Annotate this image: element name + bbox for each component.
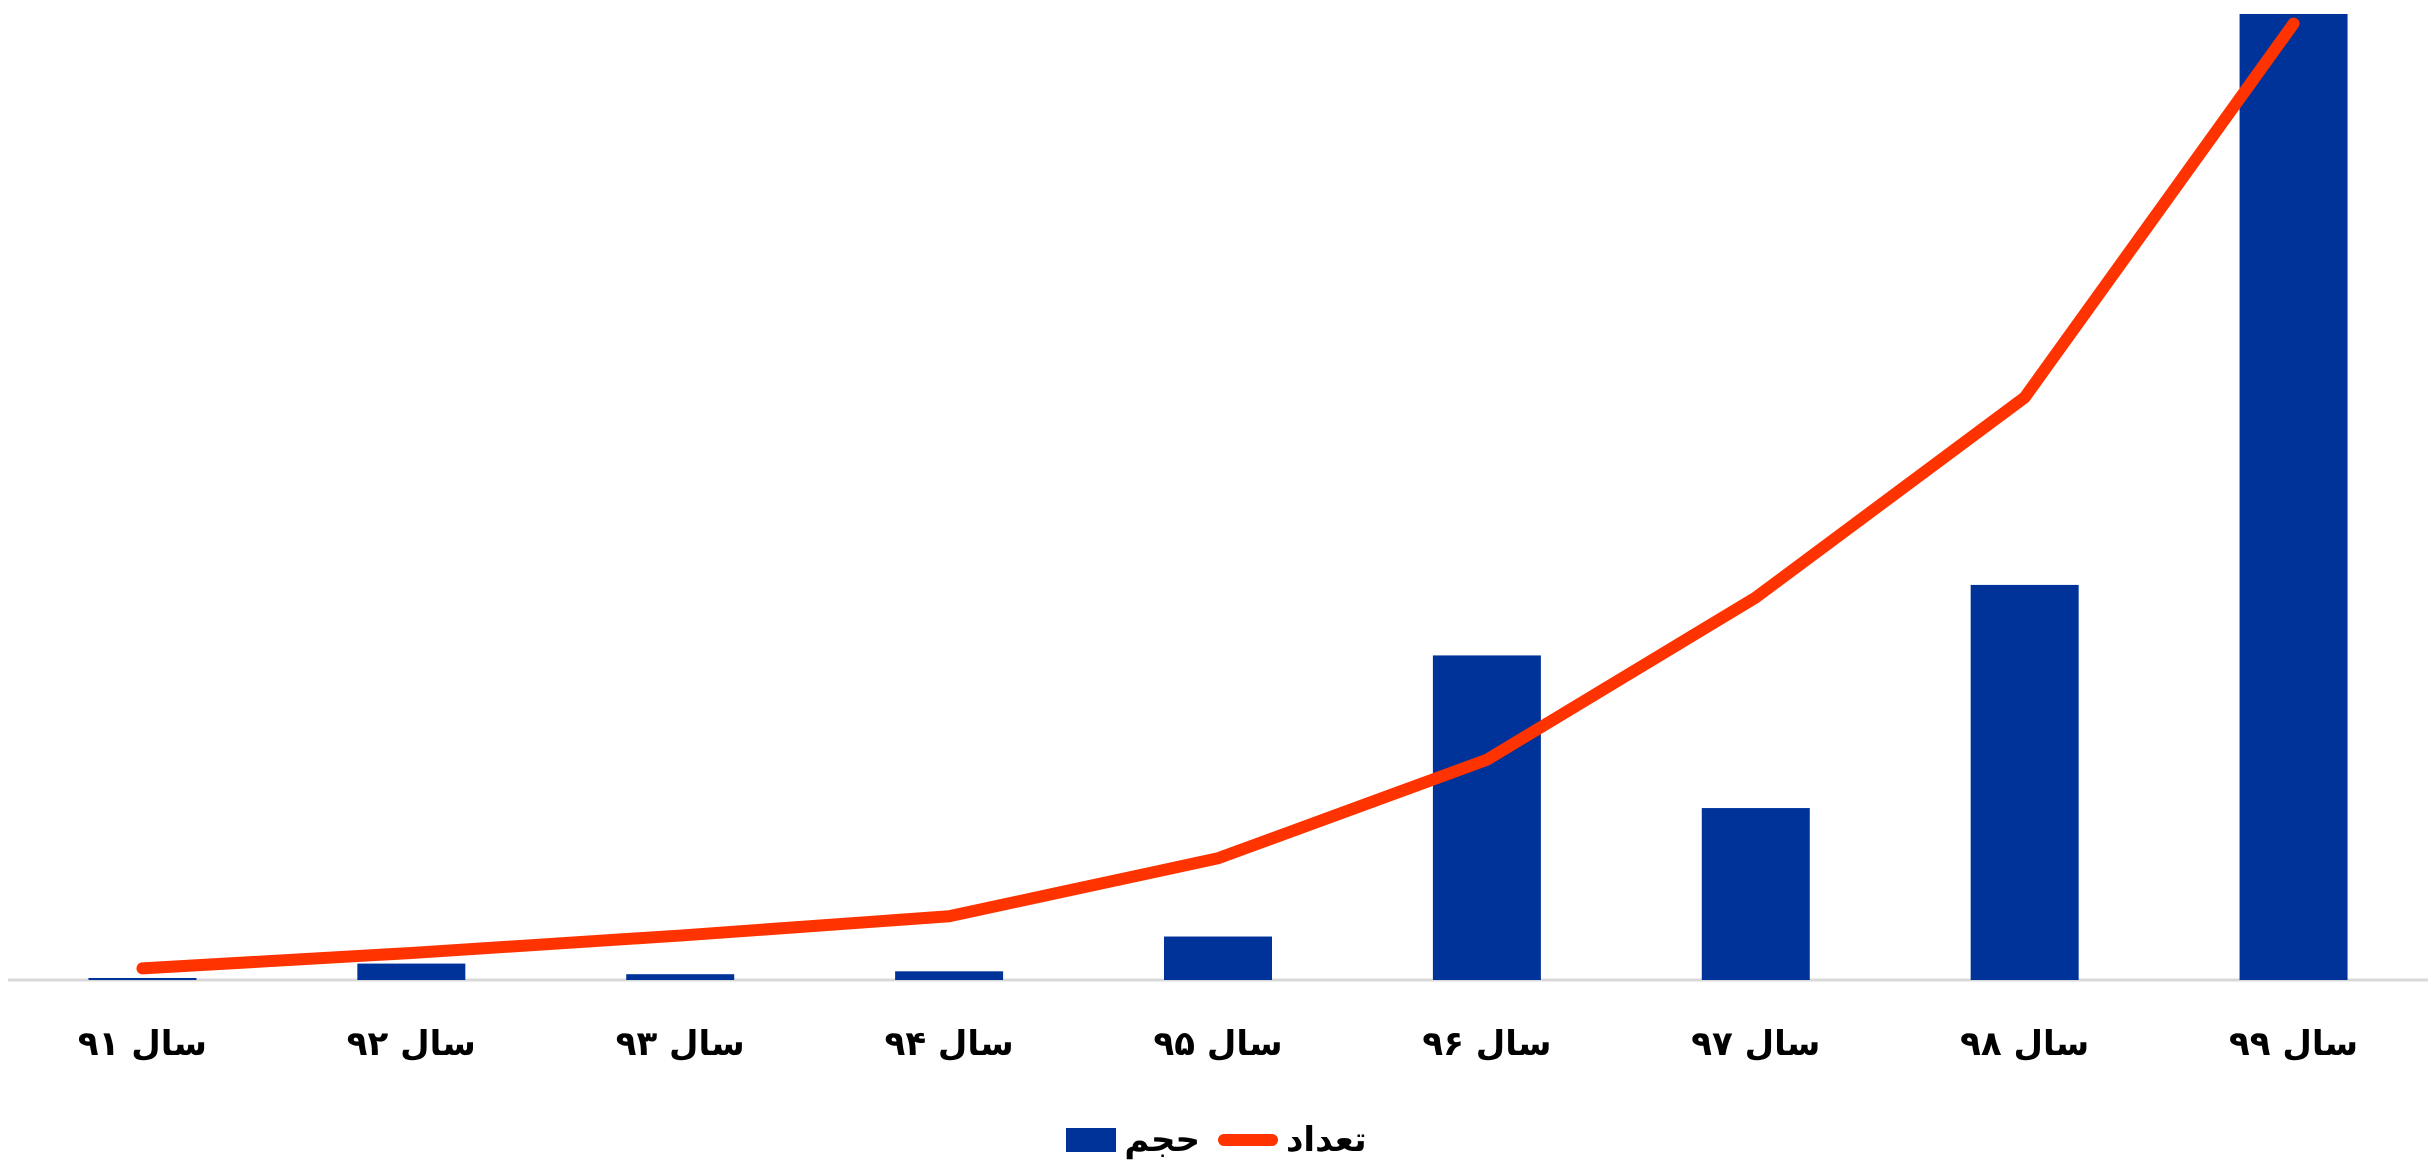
- x-tick-label: سال ۹۶: [1422, 1024, 1551, 1064]
- x-tick-label: سال ۹۸: [1960, 1024, 2089, 1064]
- x-tick-label: سال ۹۱: [78, 1024, 207, 1064]
- x-tick-label: سال ۹۹: [2229, 1024, 2358, 1064]
- x-tick-label: سال ۹۳: [616, 1024, 745, 1064]
- legend: تعداد حجم: [0, 1110, 2433, 1170]
- x-tick-label: سال ۹۷: [1691, 1024, 1820, 1064]
- bar-8: [1971, 585, 2079, 980]
- legend-swatch-line: [1218, 1134, 1278, 1146]
- legend-label-count: تعداد: [1286, 1120, 1367, 1160]
- x-axis-tick-labels: سال ۹۱ سال ۹۲ سال ۹۳ سال ۹۴ سال ۹۵ سال ۹۶ سال …: [78, 1024, 2358, 1064]
- legend-item-count: تعداد: [1218, 1120, 1367, 1160]
- legend-label-volume: حجم: [1124, 1120, 1200, 1160]
- x-tick-label: سال ۹۴: [885, 1024, 1014, 1064]
- bar-6: [1433, 655, 1541, 980]
- bar-3: [626, 974, 734, 980]
- legend-swatch-bar: [1066, 1128, 1116, 1152]
- bar-2: [357, 964, 465, 980]
- bar-series-volume: [88, 14, 2347, 980]
- bar-9: [2240, 14, 2348, 980]
- bar-1: [88, 978, 196, 980]
- bar-5: [1164, 937, 1272, 980]
- bar-4: [895, 971, 1003, 980]
- x-tick-label: سال ۹۵: [1153, 1024, 1282, 1064]
- x-tick-label: سال ۹۲: [347, 1024, 476, 1064]
- legend-item-volume: حجم: [1066, 1120, 1200, 1160]
- bar-7: [1702, 808, 1810, 980]
